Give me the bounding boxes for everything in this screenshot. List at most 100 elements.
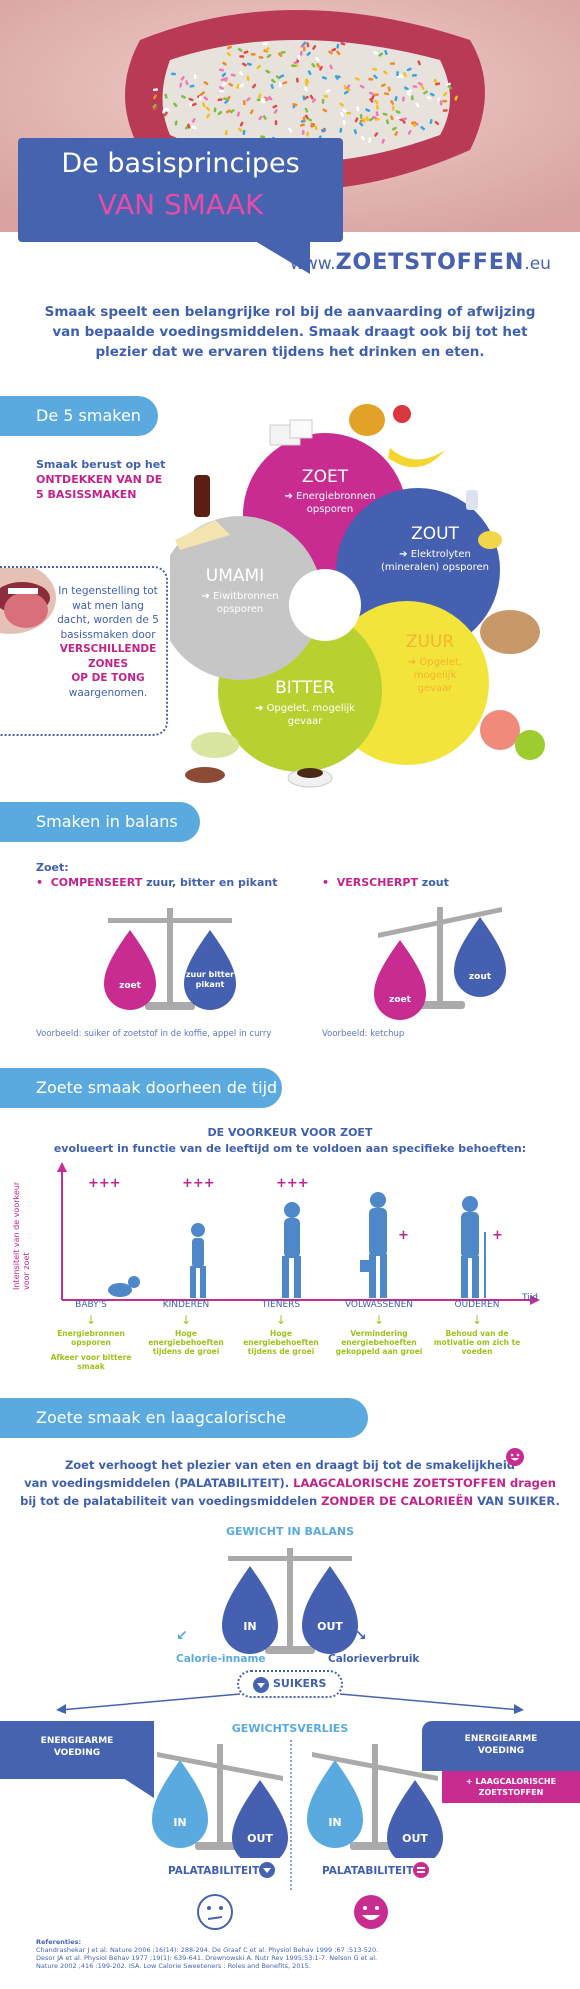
plus-kids: +++	[182, 1176, 215, 1191]
compenseert-line: • COMPENSEERT zuur, bitter en pikant	[36, 876, 278, 889]
section-header-sweeteners: Zoete smaak en laagcalorische zoetstoffe…	[0, 1398, 368, 1467]
in-label-left: IN	[173, 1816, 187, 1829]
bread-icon	[480, 610, 540, 654]
stage-name: KINDEREN	[162, 1300, 210, 1310]
verscherpt-line: • VERSCHERPT zout	[322, 876, 449, 889]
stage-name: BABY'S	[75, 1300, 107, 1310]
right-loss-scale	[307, 1744, 443, 1858]
zoet-desc: ➔ Energiebronnen opsporen	[284, 491, 376, 515]
out-label-top: OUT	[317, 1620, 343, 1633]
down-arrow-icon	[253, 1677, 269, 1693]
soy-sauce-icon	[194, 475, 210, 517]
umami-desc: ➔ Eiwitbronnen opsporen	[201, 591, 279, 615]
in-label-top: IN	[243, 1620, 257, 1633]
down-arrow-icon: ↓	[275, 1313, 287, 1327]
chips-icon	[478, 531, 502, 549]
grapefruit-icon	[480, 710, 520, 750]
salt-shaker-icon	[466, 490, 478, 510]
age-silhouettes	[108, 1192, 486, 1298]
left-loss-scale	[152, 1744, 288, 1858]
in-label-right: IN	[328, 1816, 342, 1829]
right-plus-badge: + LAAGCALORISCHE ZOETSTOFFEN	[442, 1771, 580, 1803]
banana-icon	[388, 448, 445, 468]
site-url[interactable]: www.ZOETSTOFFEN.eu	[290, 250, 551, 275]
plus-babies: +++	[88, 1176, 121, 1191]
plus-elderly: +	[492, 1228, 503, 1243]
neutral-face-icon	[197, 1894, 233, 1930]
down-arrow-icon: ↓	[373, 1313, 385, 1327]
x-axis-label: Tijd	[522, 1293, 538, 1303]
arrow-out-icon: ↘	[355, 1628, 367, 1644]
left-example: Voorbeeld: suiker of zoetstof in de koff…	[36, 1029, 272, 1039]
tastes-lead: Smaak berust op het ONTDEKKEN VAN DE 5 B…	[36, 458, 166, 501]
divider	[290, 1740, 292, 1890]
right-drop-zoet: zoet	[389, 995, 411, 1005]
age-stage: VOLWASSENEN ↓ Vermindering energiebehoefte…	[333, 1300, 425, 1356]
right-example: Voorbeeld: ketchup	[322, 1029, 405, 1039]
out-label-right: OUT	[402, 1832, 428, 1845]
suikers-arrows	[56, 1693, 524, 1714]
left-badge-tail	[120, 1776, 154, 1798]
umami-circle	[170, 516, 322, 680]
weight-loss-title: GEWICHTSVERLIES	[231, 1722, 349, 1735]
references: Referenties: Chandrashekar J et al. Natu…	[36, 1938, 379, 1970]
section-header-balance: Smaken in balans	[0, 802, 200, 842]
cheese-icon	[175, 520, 230, 550]
stage-name: VOLWASSENEN	[344, 1300, 414, 1310]
age-chart	[57, 1162, 540, 1305]
honey-icon	[349, 404, 385, 436]
lime-icon	[515, 730, 545, 760]
palat-label-left: PALATABILITEIT	[168, 1865, 260, 1877]
stage-name: TIENERS	[261, 1300, 301, 1310]
calorie-in-label: Calorie-inname	[176, 1653, 266, 1665]
arrow-in-icon: ↙	[176, 1628, 188, 1644]
title-bubble	[18, 138, 343, 242]
section-header-time: Zoete smaak doorheen de tijd	[0, 1068, 282, 1108]
intro-text: Smaak speelt een belangrijke rol bij de …	[44, 304, 536, 360]
plus-teens: +++	[276, 1176, 309, 1191]
tongue-info-box	[0, 566, 168, 736]
stage-note: Vermindering energiebehoeften gekoppeld …	[335, 1329, 423, 1356]
page-title: De basisprincipes	[61, 148, 300, 179]
umami-label: UMAMI	[205, 566, 265, 586]
left-drop-zoet: zoet	[119, 981, 141, 991]
stage-note: Energiebronnen opsporen	[57, 1329, 125, 1347]
stage-name: OUDEREN	[454, 1300, 500, 1310]
suikers-pill: SUIKERS	[237, 1670, 343, 1698]
down-arrow-icon: ↓	[180, 1313, 192, 1327]
balance-scale-right	[374, 907, 506, 1020]
age-stage: OUDEREN ↓ Behoud van de motivatie om zich …	[431, 1300, 523, 1356]
taste-circles	[170, 404, 545, 788]
zout-label: ZOUT	[411, 524, 459, 544]
zuur-desc: ➔ Opgelet, mogelijk gevaar	[407, 657, 463, 694]
tongue-text: In tegenstelling tot wat men lang dacht,…	[57, 585, 159, 699]
site-brand: ZOETSTOFFEN	[335, 250, 525, 275]
sweetener-text: Zoet verhoogt het plezier van eten en dr…	[20, 1458, 560, 1508]
age-stage: TIENERS ↓ Hoge energiebehoeften tijdens de…	[235, 1300, 327, 1356]
time-heading: DE VOORKEUR VOOR ZOET	[207, 1126, 373, 1139]
page-subtitle: VAN SMAAK	[97, 188, 264, 221]
title-bubble-tail	[250, 238, 310, 274]
right-drop-zout: zout	[468, 972, 492, 982]
stage-note: Behoud van de motivatie om zich te voede…	[433, 1329, 521, 1356]
left-badge: ENERGIEARME VOEDING	[0, 1721, 154, 1779]
palat-down-icon	[259, 1862, 275, 1878]
section-header-5-tastes: De 5 smaken	[0, 396, 158, 436]
down-arrow-icon: ↓	[85, 1313, 97, 1327]
hero-photo	[0, 0, 580, 232]
plus-adults: +	[398, 1228, 409, 1243]
balance-scale-left	[104, 908, 236, 1010]
right-badge: ENERGIEARME VOEDING	[422, 1721, 580, 1771]
zoet-label: ZOET	[301, 467, 349, 487]
stage-extra: Afkeer voor bittere smaak	[50, 1353, 132, 1371]
calorie-out-label: Calorieverbruik	[328, 1653, 420, 1665]
zout-desc: ➔ Elektrolyten (mineralen) opsporen	[380, 549, 490, 573]
in-out-balance	[222, 1548, 358, 1654]
age-stage: KINDEREN ↓ Hoge energiebehoeften tijdens d…	[140, 1300, 232, 1356]
bitter-desc: ➔ Opgelet, mogelijk gevaar	[255, 703, 355, 727]
stage-note: Hoge energiebehoeften tijdens de groei	[243, 1329, 319, 1356]
stage-note: Hoge energiebehoeften tijdens de groei	[148, 1329, 224, 1356]
palat-label-right: PALATABILITEIT	[322, 1865, 414, 1877]
zuur-label: ZUUR	[405, 632, 455, 652]
happy-face-icon	[506, 1448, 524, 1466]
